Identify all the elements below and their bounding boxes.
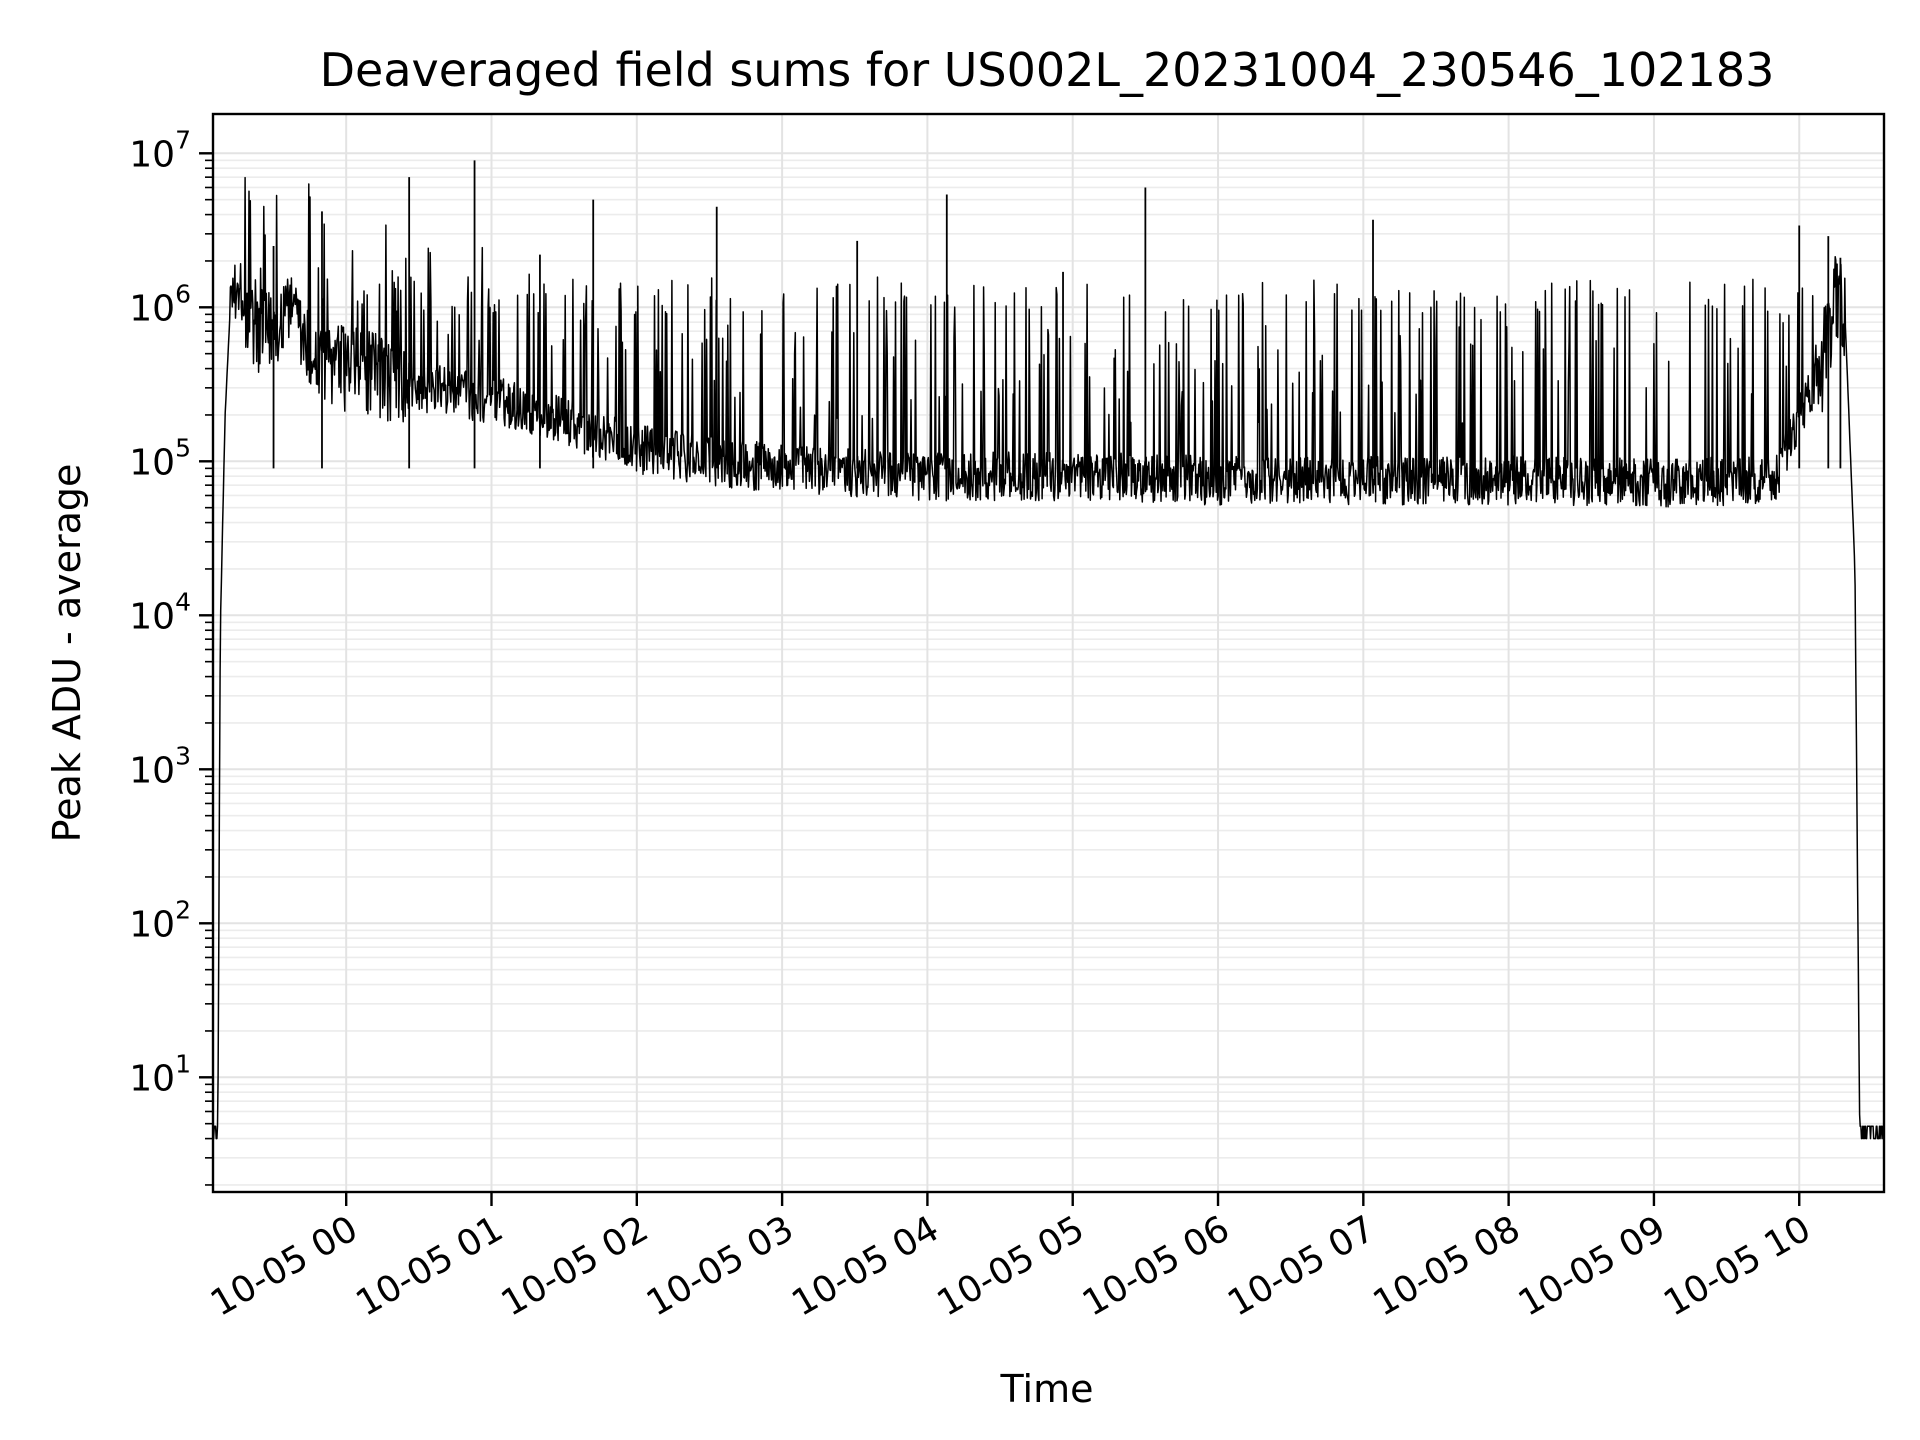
y-tick-label: 106	[129, 279, 191, 329]
series-trace	[212, 176, 1885, 1140]
y-axis-label: Peak ADU - average	[45, 464, 89, 843]
y-tick-label: 107	[129, 125, 191, 175]
y-tick-label: 102	[129, 895, 191, 945]
grid	[213, 114, 1884, 1192]
y-tick-label: 101	[129, 1049, 191, 1099]
y-axis: 101 102 103 104 105 106 107	[129, 125, 213, 1186]
y-tick-label: 103	[129, 741, 191, 791]
y-tick-label: 104	[129, 587, 191, 637]
y-tick-label: 105	[129, 433, 191, 483]
chart-title: Deaveraged field sums for US002L_2023100…	[320, 43, 1775, 97]
series-layer	[212, 160, 1885, 1140]
plot-frame	[211, 112, 1886, 1194]
x-axis-label: Time	[1000, 1367, 1094, 1411]
